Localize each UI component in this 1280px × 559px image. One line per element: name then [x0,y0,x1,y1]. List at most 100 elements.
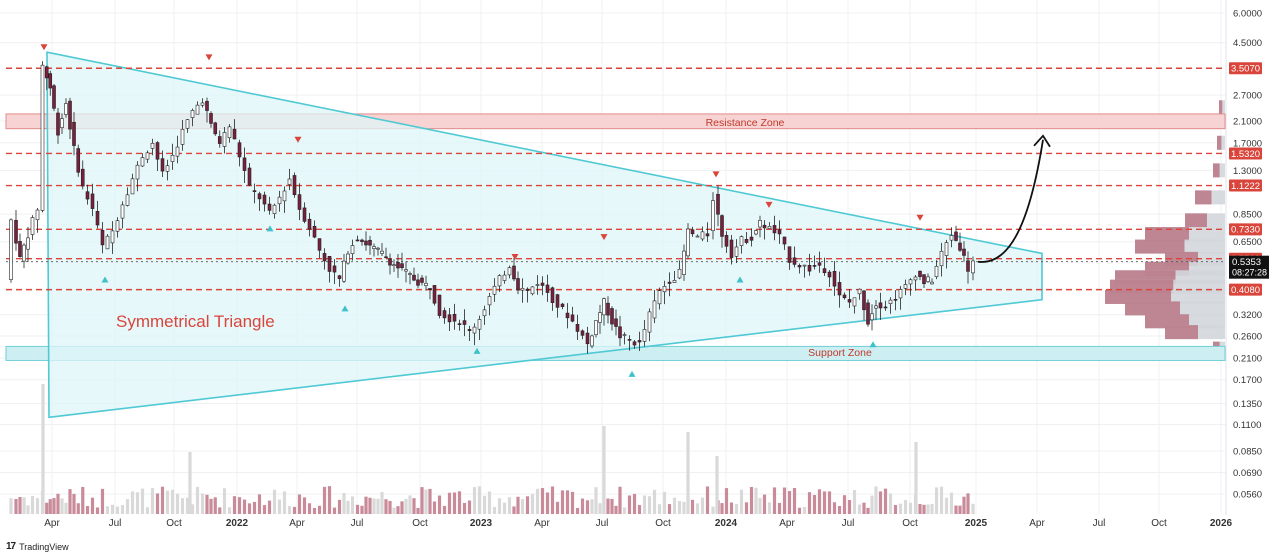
volume-bar [346,500,350,514]
price-tick-label: 0.0690 [1233,468,1262,479]
candle-body [360,239,364,242]
candle-body [22,244,26,262]
level-badge-label: 1.5320 [1231,149,1260,160]
volume-bar [110,504,115,514]
time-tick-label: Jul [351,518,364,529]
volume-bar [277,499,282,514]
volume-spike [914,442,918,514]
volume-bar [364,496,368,514]
volume-bar [516,496,520,514]
countdown-label: 08:27:28 [1232,268,1267,278]
time-tick-label: Jul [1093,518,1106,529]
candle-body [852,297,857,307]
level-badge-label: 0.7330 [1231,225,1260,236]
candle-body [277,196,282,205]
candle-body [467,329,472,331]
candle-body [76,148,81,173]
volume-bar [472,487,477,514]
volume-spike [715,456,719,514]
candle-body [190,110,195,118]
candle-body [437,294,442,316]
candle-body [227,126,232,139]
volume-bar [218,507,222,514]
candle-body [866,302,870,325]
candle-body [590,335,594,347]
volume-bar [482,495,487,514]
candle-body [918,270,922,277]
candle-body [213,122,218,135]
candle-body [934,265,939,277]
volume-bar [525,496,530,514]
volume-bar [667,504,672,514]
volume-bar [432,501,437,514]
support-zone-label: Support Zone [808,347,872,359]
candle-body [754,230,758,235]
volume-bar [170,489,175,514]
volume-bar [866,507,870,514]
volume-bar [777,502,782,514]
price-tick-label: 6.0000 [1233,9,1262,20]
candle-body [540,282,545,286]
volume-bar [512,506,516,514]
level-badge-label: 0.4080 [1231,285,1260,296]
candle-body [180,128,185,145]
tradingview-wordmark: TradingView [19,541,69,552]
volume-bar [282,491,287,514]
profile-bar-sell [1145,314,1189,329]
volume-bar [930,503,934,514]
candle-body [682,250,686,275]
candle-body [893,299,898,301]
candle-body [145,152,150,160]
volume-bar [424,489,428,514]
time-tick-label: Jul [596,518,609,529]
time-tick-label: Jul [109,518,122,529]
candle-body [105,235,110,250]
volume-bar [327,486,332,514]
volume-bar [918,504,922,514]
volume-bar [487,491,492,514]
volume-bar [962,496,966,514]
volume-bar [247,503,252,514]
volume-bar [672,497,677,514]
volume-bar [262,505,267,514]
candle-body [160,158,165,172]
volume-bar [632,493,637,514]
profile-bar-sell [1217,135,1222,150]
volume-bar [442,505,447,514]
candle-body [782,236,787,245]
candle-body [647,311,652,333]
pivot-high-marker [294,136,302,143]
candle-body [135,164,140,180]
candle-body [287,178,292,185]
volume-bar [125,499,130,514]
candle-body [72,121,76,146]
volume-bar [647,496,652,514]
volume-bar [857,504,862,514]
candle-body [332,265,337,273]
time-tick-label: Apr [289,518,305,529]
candle-body [52,85,56,109]
candle-body [247,167,252,186]
candle-body [355,239,360,242]
volume-bar [287,506,292,514]
candle-body [35,209,40,221]
candle-body [516,278,520,291]
pivot-high-marker [916,214,924,221]
volume-bar [944,497,949,514]
candle-body [602,298,606,316]
candle-body [594,320,598,335]
volume-bar [396,506,400,514]
volume-bar [85,506,90,514]
volume-bar [898,503,903,514]
candle-body [520,288,525,291]
volume-bar [807,492,812,514]
price-tick-label: 2.7000 [1233,91,1262,102]
volume-bar [457,491,462,514]
volume-bar [958,505,962,514]
volume-bar [140,488,145,514]
volume-bar [135,492,140,514]
candle-body [372,246,376,249]
candle-body [462,320,467,325]
volume-bar [610,498,614,514]
